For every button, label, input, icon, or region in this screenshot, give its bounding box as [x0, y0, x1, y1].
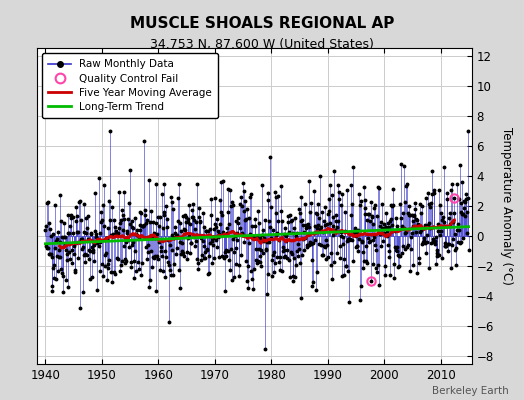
- Text: MUSCLE SHOALS REGIONAL AP: MUSCLE SHOALS REGIONAL AP: [130, 16, 394, 31]
- Legend: Raw Monthly Data, Quality Control Fail, Five Year Moving Average, Long-Term Tren: Raw Monthly Data, Quality Control Fail, …: [42, 53, 219, 118]
- Text: Berkeley Earth: Berkeley Earth: [432, 386, 508, 396]
- Y-axis label: Temperature Anomaly (°C): Temperature Anomaly (°C): [500, 127, 514, 285]
- Text: 34.753 N, 87.600 W (United States): 34.753 N, 87.600 W (United States): [150, 38, 374, 51]
